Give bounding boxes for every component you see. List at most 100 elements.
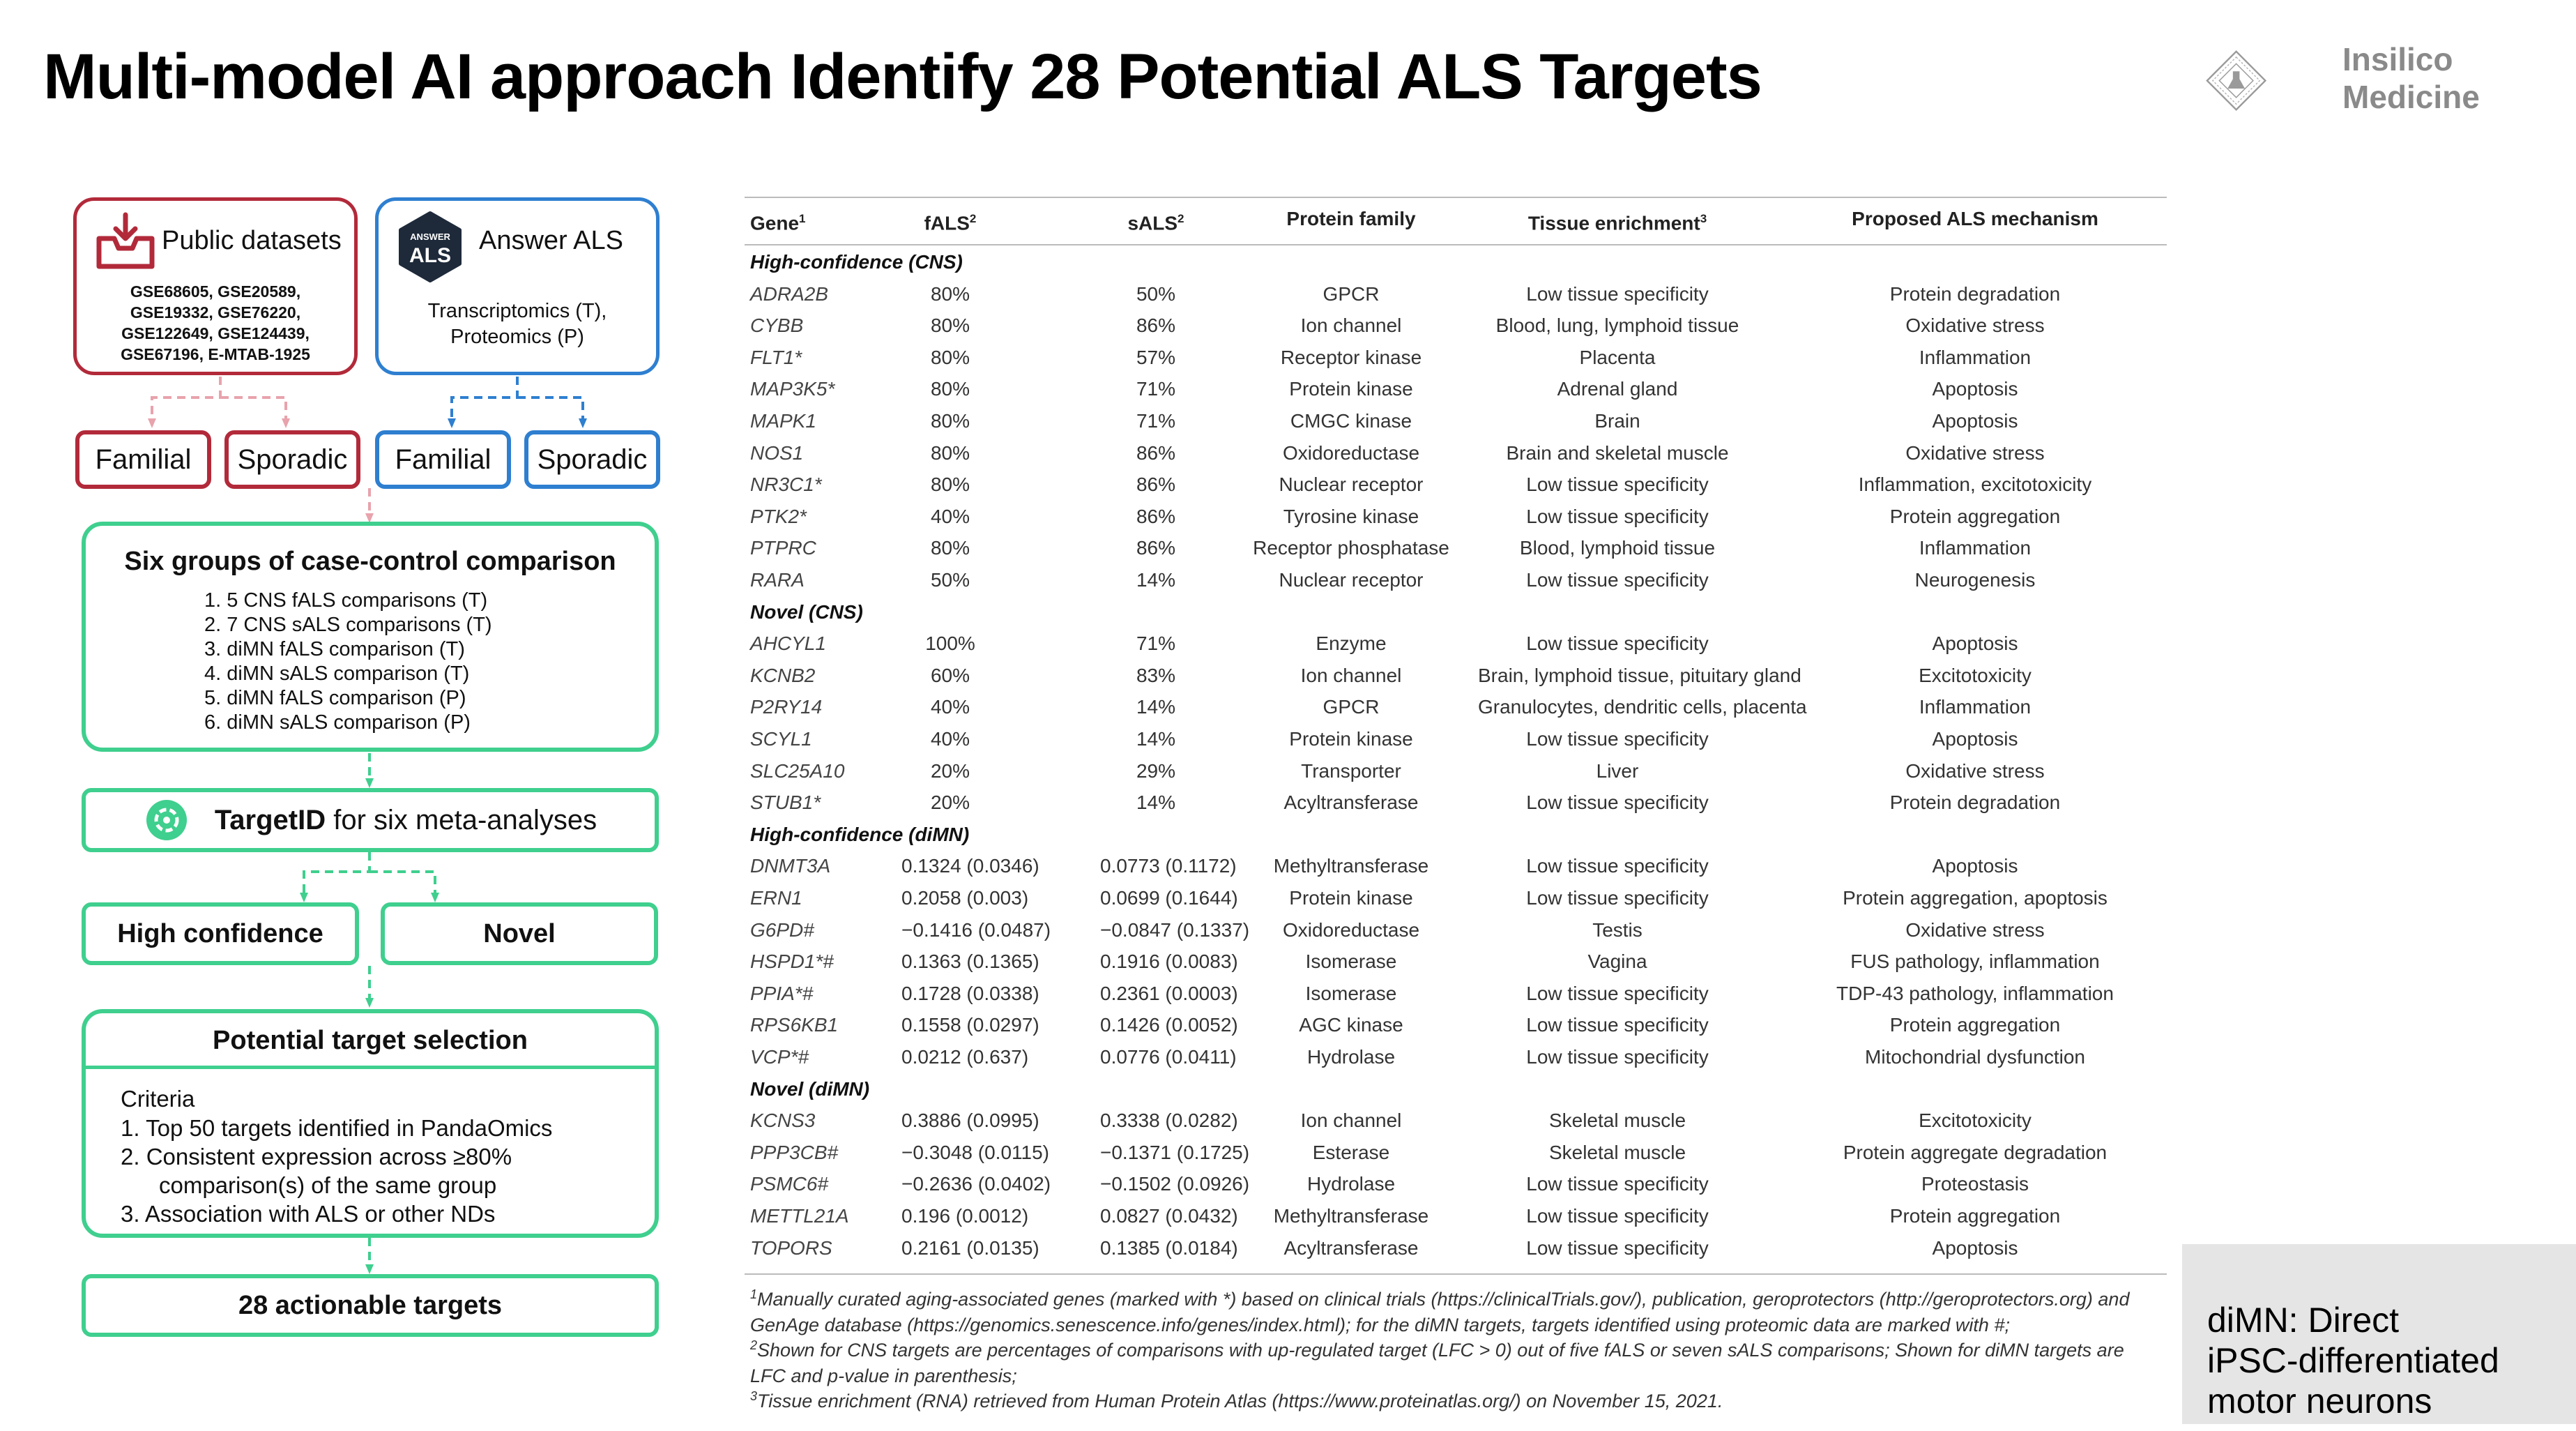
fals-cell: 80%: [930, 282, 970, 305]
table-row: PTK2* 40% 86% Tyrosine kinase Low tissue spe…: [745, 501, 2167, 532]
tissue-cell: Liver: [1596, 759, 1639, 782]
tissue-cell: Low tissue specificity: [1526, 728, 1709, 750]
novel-box: Novel: [381, 902, 658, 965]
protein-family-cell: Nuclear receptor: [1279, 569, 1424, 591]
gene-cell: STUB1*: [750, 792, 821, 814]
protein-family-cell: Oxidoreductase: [1282, 441, 1420, 464]
fals-cell: 80%: [930, 315, 970, 337]
sals-cell: 14%: [1136, 569, 1176, 591]
section-row: Novel (CNS): [745, 597, 2167, 628]
gene-cell: RARA: [750, 569, 805, 591]
tissue-cell: Low tissue specificity: [1526, 887, 1709, 909]
table-row: ERN1 0.2058 (0.003) 0.0699 (0.1644) Protein…: [745, 883, 2167, 914]
tissue-cell: Brain and skeletal muscle: [1506, 441, 1729, 464]
mechanism-cell: Protein aggregation: [1889, 1205, 2061, 1227]
gene-cell: PTPRC: [750, 537, 816, 559]
dataset-id-line: GSE122649, GSE124439,: [121, 324, 310, 342]
sals-cell: 0.2361 (0.0003): [1100, 982, 1238, 1004]
sporadic-right-box: Sporadic: [524, 430, 660, 489]
list-item: 2. Consistent expression across ≥80%: [121, 1144, 512, 1169]
gene-cell: KCNB2: [750, 664, 816, 686]
mechanism-cell: Apoptosis: [1932, 633, 2018, 655]
sals-cell: −0.0847 (0.1337): [1100, 918, 1250, 941]
protein-family-cell: GPCR: [1323, 696, 1380, 718]
familial-left-box: Familial: [75, 430, 211, 489]
protein-family-cell: Protein kinase: [1289, 378, 1413, 400]
protein-family-cell: Isomerase: [1305, 951, 1397, 973]
actionable-targets-box: 28 actionable targets: [82, 1274, 659, 1337]
tissue-cell: Low tissue specificity: [1526, 855, 1709, 877]
footnote-line: 2Shown for CNS targets are percentages o…: [750, 1333, 2172, 1363]
gene-cell: PPP3CB#: [750, 1141, 839, 1163]
mechanism-cell: Oxidative stress: [1905, 441, 2045, 464]
criteria-label: Criteria: [121, 1086, 195, 1112]
table-row: MAPK1 80% 71% CMGC kinase Brain Apoptosis: [745, 406, 2167, 437]
sals-cell: 14%: [1136, 696, 1176, 718]
answer-als-sub2: Proteomics (P): [450, 326, 584, 348]
gene-cell: FLT1*: [750, 346, 802, 368]
gene-cell: PSMC6#: [750, 1173, 829, 1195]
protein-family-cell: GPCR: [1323, 282, 1380, 305]
table-row: PSMC6# −0.2636 (0.0402) −0.1502 (0.0926) Hy…: [745, 1169, 2167, 1199]
tissue-cell: Low tissue specificity: [1526, 1236, 1709, 1259]
fals-cell: 0.2058 (0.003): [901, 887, 1029, 909]
tissue-cell: Adrenal gland: [1557, 378, 1678, 400]
tissue-cell: Testis: [1592, 918, 1643, 941]
gene-cell: VCP*#: [750, 1046, 809, 1068]
mechanism-cell: Oxidative stress: [1905, 315, 2045, 337]
fals-cell: 0.1558 (0.0297): [901, 1014, 1039, 1036]
footnote-line: LFC and p-value in parenthesis;: [750, 1358, 2172, 1389]
protein-family-cell: Methyltransferase: [1273, 855, 1429, 877]
dataset-ids: GSE68605, GSE20589, GSE19332, GSE76220, …: [77, 281, 354, 365]
fals-cell: 80%: [930, 474, 970, 496]
col-fals-header: fALS2: [924, 212, 977, 234]
mechanism-cell: Apoptosis: [1932, 728, 2018, 750]
sals-cell: 50%: [1136, 282, 1176, 305]
sals-cell: 14%: [1136, 728, 1176, 750]
mechanism-cell: Protein aggregate degradation: [1843, 1141, 2108, 1163]
table-row: NOS1 80% 86% Oxidoreductase Brain and skelet…: [745, 438, 2167, 469]
tissue-cell: Brain, lymphoid tissue, pituitary gland: [1478, 664, 1801, 686]
logo-text: Insilico Medicine: [2342, 40, 2480, 116]
mechanism-cell: Apoptosis: [1932, 1236, 2018, 1259]
gene-cell: CYBB: [750, 315, 804, 337]
fals-cell: −0.3048 (0.0115): [901, 1141, 1049, 1163]
table-row: VCP*# 0.0212 (0.637) 0.0776 (0.0411) Hydrol…: [745, 1042, 2167, 1073]
tissue-cell: Placenta: [1579, 346, 1656, 368]
table-row: MAP3K5* 80% 71% Protein kinase Adrenal gland…: [745, 374, 2167, 404]
fals-cell: 0.1363 (0.1365): [901, 951, 1039, 973]
mechanism-cell: Apoptosis: [1932, 855, 2018, 877]
flowchart-connectors: [148, 377, 587, 1274]
gene-cell: TOPORS: [750, 1236, 832, 1259]
gene-cell: ERN1: [750, 887, 802, 909]
targetid-strong: TargetID: [214, 804, 326, 835]
gene-cell: KCNS3: [750, 1110, 816, 1132]
sals-cell: 86%: [1136, 537, 1176, 559]
mechanism-cell: Mitochondrial dysfunction: [1865, 1046, 2085, 1068]
sals-cell: 57%: [1136, 346, 1176, 368]
public-datasets-title: Public datasets: [162, 226, 342, 255]
fals-cell: 50%: [930, 569, 970, 591]
protein-family-cell: Acyltransferase: [1283, 792, 1419, 814]
fals-cell: 80%: [930, 441, 970, 464]
gene-cell: PTK2*: [750, 505, 807, 527]
protein-family-cell: Ion channel: [1300, 664, 1402, 686]
sals-cell: 0.1916 (0.0083): [1100, 951, 1238, 973]
list-item: 6. diMN sALS comparison (P): [204, 711, 471, 734]
sals-cell: −0.1371 (0.1725): [1100, 1141, 1250, 1163]
mechanism-cell: Protein aggregation: [1889, 505, 2061, 527]
fals-cell: 40%: [930, 696, 970, 718]
table-header: Gene1 fALS2 sALS2 Protein family Tissue …: [745, 204, 2167, 234]
footnote-line: 1Manually curated aging-associated genes…: [750, 1282, 2172, 1312]
table-row: PTPRC 80% 86% Receptor phosphatase Blood, ly…: [745, 533, 2167, 563]
protein-family-cell: CMGC kinase: [1290, 410, 1412, 432]
table-row: ADRA2B 80% 50% GPCR Low tissue specificity Pr…: [745, 279, 2167, 310]
tissue-cell: Vagina: [1587, 951, 1647, 973]
tissue-cell: Low tissue specificity: [1526, 1205, 1709, 1227]
protein-family-cell: Receptor phosphatase: [1253, 537, 1449, 559]
section-label: High-confidence (CNS): [750, 251, 963, 273]
footnote-text: Shown for CNS targets are percentages of…: [757, 1340, 2124, 1361]
selection-header-divider: [86, 1066, 655, 1069]
footnote-marker: 3: [750, 1389, 758, 1403]
answer-als-box: ANSWER ALS Answer ALS Transcriptomics (T…: [375, 197, 660, 375]
